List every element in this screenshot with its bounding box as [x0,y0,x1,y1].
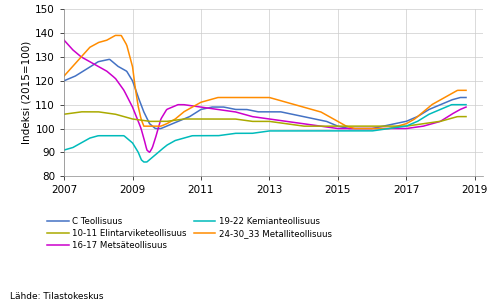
Line: 24-30_33 Metalliteollisuus: 24-30_33 Metalliteollisuus [64,35,466,129]
C Teollisuus [253,110,259,113]
16-17 Metsäteollisuus [255,116,261,119]
19-22 Kemianteollisuus [463,103,469,106]
10-11 Elintarviketeollisuus [79,110,85,114]
Text: Lähde: Tilastokeskus: Lähde: Tilastokeskus [10,292,104,301]
24-30_33 Metalliteollisuus [455,88,461,92]
19-22 Kemianteollisuus [253,131,259,135]
16-17 Metsäteollisuus [146,150,152,154]
Line: 16-17 Metsäteollisuus: 16-17 Metsäteollisuus [64,40,466,152]
19-22 Kemianteollisuus [280,129,285,133]
C Teollisuus [153,127,159,130]
Y-axis label: Indeksi (2015=100): Indeksi (2015=100) [21,41,31,144]
24-30_33 Metalliteollisuus [253,96,259,99]
10-11 Elintarviketeollisuus [463,115,469,119]
16-17 Metsäteollisuus [391,127,397,130]
19-22 Kemianteollisuus [450,103,456,106]
19-22 Kemianteollisuus [301,129,307,133]
24-30_33 Metalliteollisuus [61,74,67,78]
C Teollisuus [280,111,286,114]
16-17 Metsäteollisuus [280,119,285,123]
C Teollisuus [256,110,262,114]
24-30_33 Metalliteollisuus [352,127,358,130]
10-11 Elintarviketeollisuus [302,124,308,128]
16-17 Metsäteollisuus [253,115,259,119]
19-22 Kemianteollisuus [141,160,147,164]
10-11 Elintarviketeollisuus [392,124,398,128]
16-17 Metsäteollisuus [463,105,469,109]
16-17 Metsäteollisuus [454,109,460,113]
19-22 Kemianteollisuus [255,131,261,134]
Line: C Teollisuus: C Teollisuus [64,59,466,129]
19-22 Kemianteollisuus [455,103,461,106]
10-11 Elintarviketeollisuus [253,119,259,123]
10-11 Elintarviketeollisuus [301,124,307,128]
C Teollisuus [463,96,469,99]
16-17 Metsäteollisuus [61,38,67,42]
Line: 10-11 Elintarviketeollisuus: 10-11 Elintarviketeollisuus [64,112,466,126]
C Teollisuus [61,79,67,83]
24-30_33 Metalliteollisuus [255,96,261,99]
C Teollisuus [455,96,461,100]
C Teollisuus [106,57,112,61]
24-30_33 Metalliteollisuus [301,105,307,109]
C Teollisuus [302,115,308,119]
24-30_33 Metalliteollisuus [113,33,119,37]
10-11 Elintarviketeollisuus [455,115,461,119]
16-17 Metsäteollisuus [301,122,307,126]
24-30_33 Metalliteollisuus [463,88,469,92]
Line: 19-22 Kemianteollisuus: 19-22 Kemianteollisuus [64,105,466,162]
10-11 Elintarviketeollisuus [61,112,67,116]
19-22 Kemianteollisuus [391,126,397,130]
10-11 Elintarviketeollisuus [255,119,261,123]
24-30_33 Metalliteollisuus [280,99,285,103]
C Teollisuus [392,122,398,126]
24-30_33 Metalliteollisuus [392,125,398,129]
Legend: C Teollisuus, 10-11 Elintarviketeollisuus, 16-17 Metsäteollisuus, 19-22 Kemiante: C Teollisuus, 10-11 Elintarviketeollisuu… [47,217,332,250]
10-11 Elintarviketeollisuus [280,121,285,125]
19-22 Kemianteollisuus [61,148,67,152]
